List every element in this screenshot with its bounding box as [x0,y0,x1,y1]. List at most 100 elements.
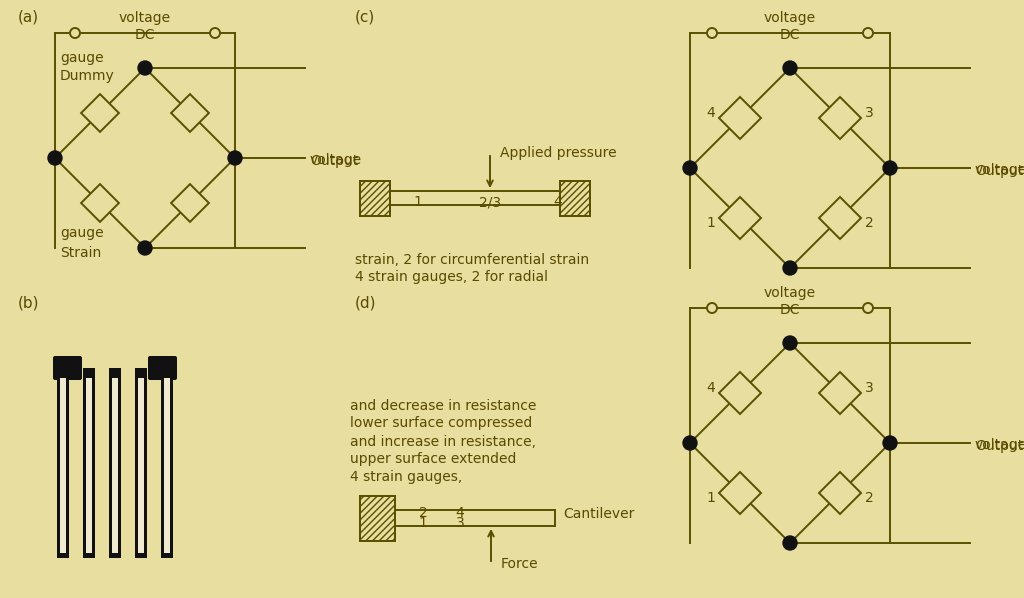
Text: 1: 1 [419,516,427,530]
Circle shape [783,536,797,550]
Bar [135,368,147,383]
Text: strain, 2 for circumferential strain: strain, 2 for circumferential strain [355,252,589,267]
Bar [57,378,69,553]
Bar [86,378,92,553]
Circle shape [783,261,797,275]
FancyBboxPatch shape [53,356,82,380]
Text: 2/3: 2/3 [479,195,501,209]
Polygon shape [719,197,761,239]
Bar [60,378,66,553]
Text: Strain: Strain [60,246,101,260]
Text: 2: 2 [865,491,873,505]
Bar [161,548,173,558]
Text: and increase in resistance,: and increase in resistance, [350,435,536,448]
Text: 2: 2 [419,506,427,520]
Polygon shape [81,94,119,132]
Text: Output: Output [310,154,358,168]
Bar [164,378,170,553]
Text: Output: Output [975,439,1023,453]
Text: voltage: voltage [310,153,362,167]
Text: (c): (c) [355,10,375,25]
Text: and decrease in resistance: and decrease in resistance [350,398,537,413]
Text: 4: 4 [456,506,464,520]
Bar [560,181,590,215]
Text: (d): (d) [355,295,377,310]
Text: 3: 3 [865,381,873,395]
Bar [109,378,121,553]
Bar [57,368,69,383]
Polygon shape [819,372,861,414]
Bar [135,378,147,553]
Text: DC: DC [779,28,800,42]
Circle shape [883,161,897,175]
Bar [113,378,118,553]
Bar [360,181,390,215]
Circle shape [138,241,152,255]
Circle shape [48,151,62,165]
Bar [109,548,121,558]
Text: Dummy: Dummy [60,69,115,83]
Text: 1: 1 [414,195,423,209]
Bar [360,496,395,541]
Circle shape [707,303,717,313]
Circle shape [707,28,717,38]
Polygon shape [171,94,209,132]
Text: DC: DC [779,303,800,317]
Polygon shape [719,97,761,139]
Circle shape [210,28,220,38]
Bar [161,368,173,383]
Text: 1: 1 [707,491,715,505]
Circle shape [863,303,873,313]
Text: 4: 4 [707,381,715,395]
Circle shape [783,61,797,75]
Text: upper surface extended: upper surface extended [350,453,516,466]
Bar [83,368,95,383]
Text: Cantilever: Cantilever [563,507,635,521]
Text: 4 strain gauges, 2 for radial: 4 strain gauges, 2 for radial [355,270,548,285]
Circle shape [683,161,697,175]
Bar [83,548,95,558]
Bar [109,368,121,383]
Bar [135,548,147,558]
Bar [83,378,95,553]
Polygon shape [171,184,209,222]
Text: DC: DC [135,28,156,42]
Text: Force: Force [501,557,539,571]
Polygon shape [719,472,761,514]
Bar [161,378,173,553]
Text: voltage: voltage [764,286,816,300]
Bar [138,378,143,553]
Bar [57,548,69,558]
Text: Output: Output [975,164,1023,178]
Bar [560,181,590,215]
Circle shape [783,336,797,350]
Text: 4: 4 [707,106,715,120]
Text: gauge: gauge [60,51,103,65]
Polygon shape [819,97,861,139]
FancyBboxPatch shape [148,356,177,380]
Bar [360,181,390,215]
Text: 3: 3 [456,516,464,530]
Polygon shape [819,197,861,239]
Text: gauge: gauge [60,226,103,240]
Circle shape [863,28,873,38]
Polygon shape [719,372,761,414]
Text: (b): (b) [18,295,40,310]
Polygon shape [819,472,861,514]
Text: voltage: voltage [119,11,171,25]
Text: voltage: voltage [764,11,816,25]
Text: 2: 2 [865,216,873,230]
Circle shape [138,61,152,75]
Polygon shape [81,184,119,222]
Circle shape [683,436,697,450]
Bar [360,496,395,541]
Text: lower surface compressed: lower surface compressed [350,416,532,431]
Circle shape [883,436,897,450]
Text: voltage: voltage [975,163,1024,177]
Text: 1: 1 [707,216,715,230]
Text: Applied pressure: Applied pressure [500,146,616,160]
Circle shape [228,151,242,165]
Circle shape [70,28,80,38]
Text: 3: 3 [865,106,873,120]
Text: 4: 4 [554,195,562,209]
